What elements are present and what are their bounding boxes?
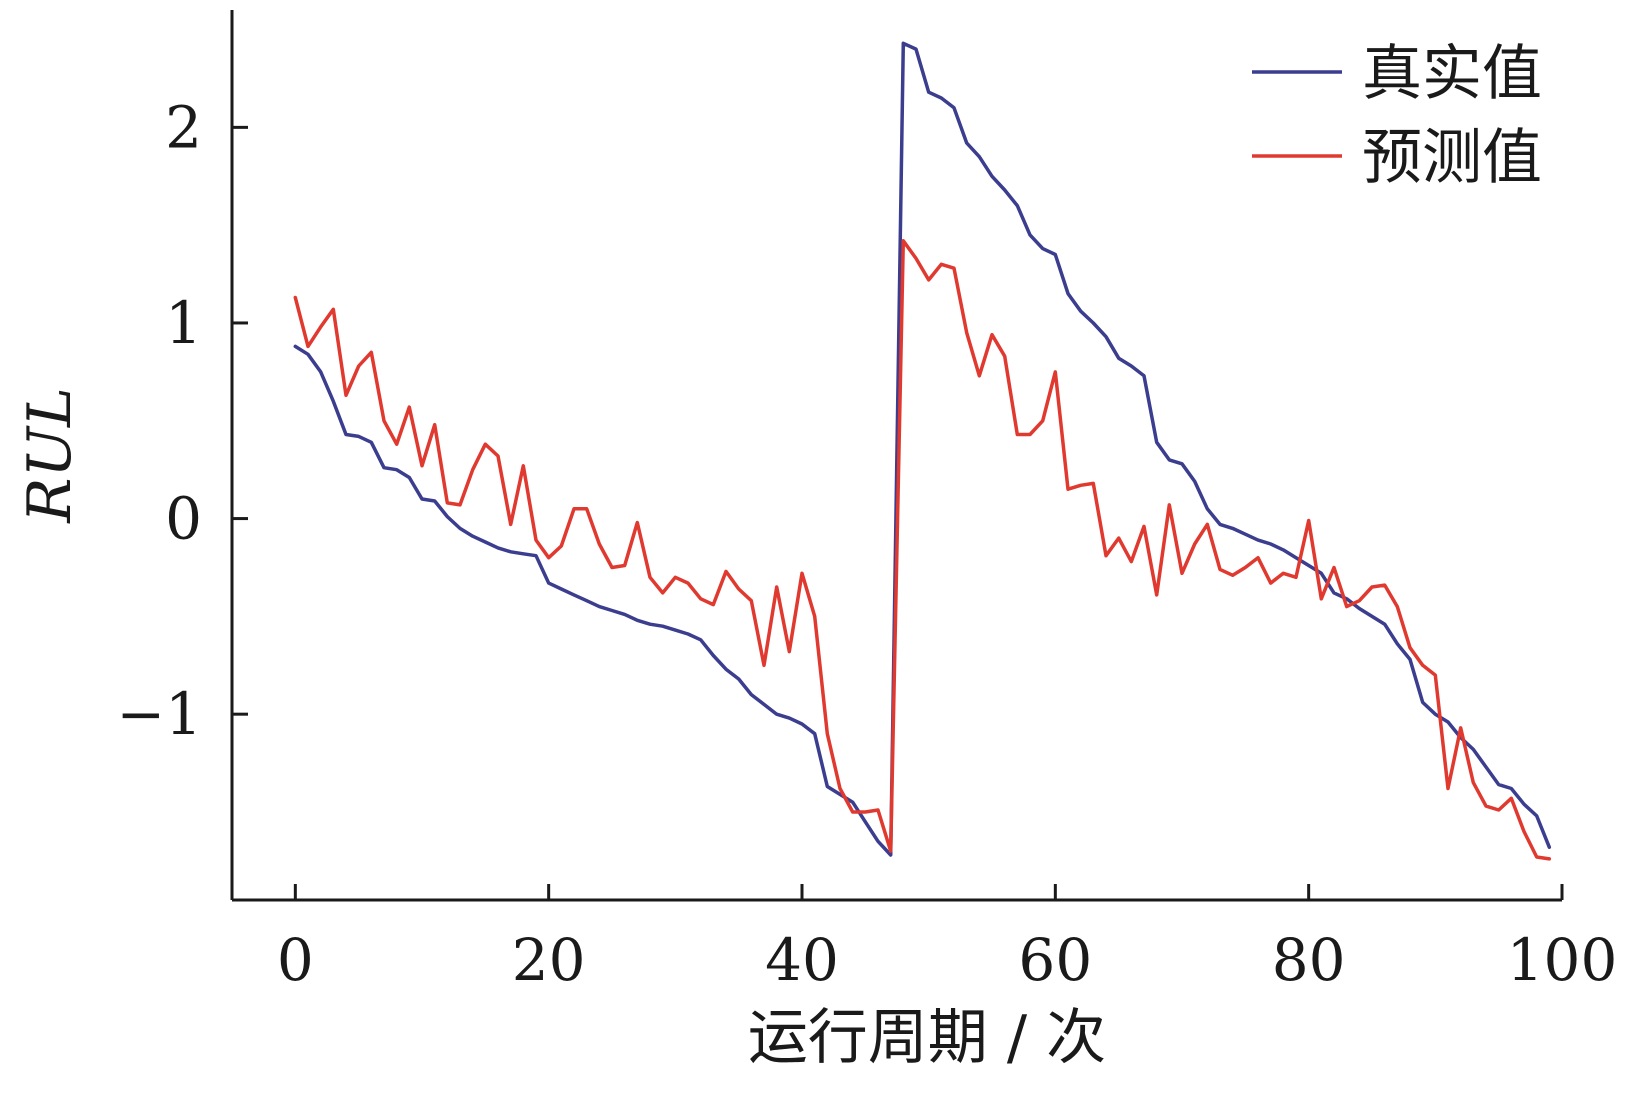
y-tick-label: −1 xyxy=(117,680,203,748)
series-line-2 xyxy=(293,239,1552,861)
x-tick-label: 60 xyxy=(1018,926,1092,994)
x-tick-label: 100 xyxy=(1507,926,1618,994)
y-ticks: −1 0 1 2 xyxy=(117,93,248,748)
axes: 0 20 40 60 80 100 −1 0 1 2 xyxy=(117,10,1617,994)
series-lines xyxy=(293,41,1552,861)
x-tick-label: 20 xyxy=(512,926,586,994)
x-axis-title: 运行周期 / 次 xyxy=(748,1003,1106,1073)
x-tick-label: 40 xyxy=(765,926,839,994)
series-line-1 xyxy=(293,41,1552,857)
y-tick-label: 2 xyxy=(165,93,202,161)
x-ticks: 0 20 40 60 80 100 xyxy=(277,884,1617,994)
y-tick-label: 1 xyxy=(165,289,202,357)
x-tick-label: 80 xyxy=(1272,926,1346,994)
y-axis-title: RUL xyxy=(15,387,85,524)
x-tick-label: 0 xyxy=(277,926,314,994)
y-tick-label: 0 xyxy=(165,485,202,553)
legend-label-1: 真实值 xyxy=(1362,39,1542,109)
legend-label-2: 预测值 xyxy=(1362,123,1542,193)
